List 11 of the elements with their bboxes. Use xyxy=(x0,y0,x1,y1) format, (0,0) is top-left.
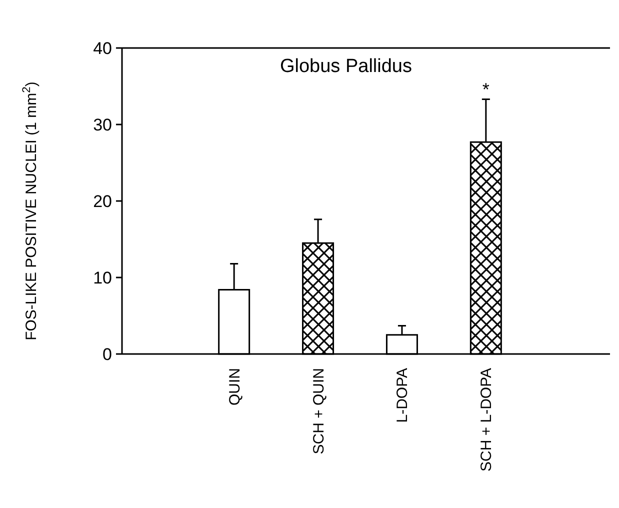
x-tick-label: L-DOPA xyxy=(394,368,412,423)
annotation: * xyxy=(482,79,490,100)
y-tick-label: 30 xyxy=(93,115,112,134)
y-tick-label: 20 xyxy=(93,192,112,211)
y-tick-label: 0 xyxy=(102,344,112,364)
x-tick-label: QUIN xyxy=(226,368,244,406)
x-tick-label: SCH + L-DOPA xyxy=(478,368,496,472)
x-tick-label: SCH + QUIN xyxy=(310,368,328,454)
y-tick-label: 40 xyxy=(93,38,112,58)
y-tick-label: 10 xyxy=(93,268,112,288)
chart-title: Globus Pallidus xyxy=(280,56,412,77)
